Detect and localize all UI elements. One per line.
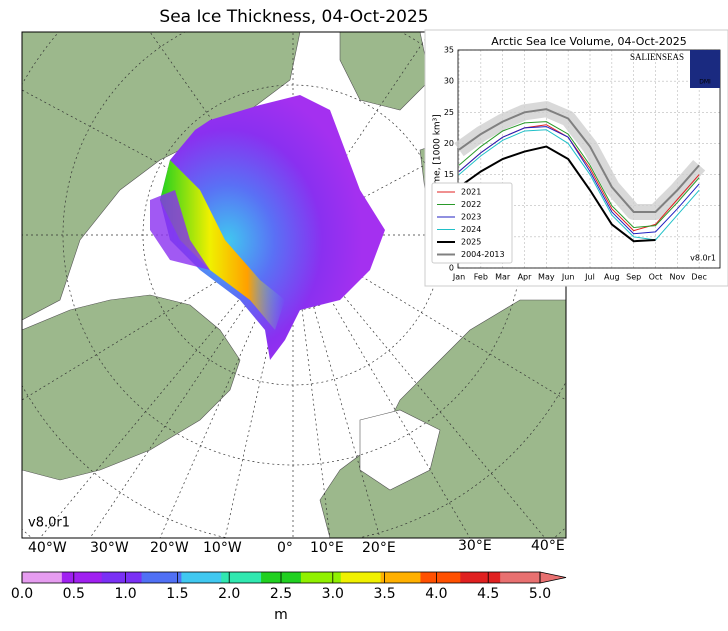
- lon-label: 10°E: [310, 540, 344, 556]
- colorbar-segment: [221, 572, 262, 583]
- y-tick-label: 30: [444, 77, 454, 86]
- colorbar-tick-label: 1.5: [166, 586, 188, 602]
- colorbar-tick-label: 5.0: [529, 586, 551, 602]
- x-tick-label: Jul: [584, 273, 595, 282]
- lon-label: 20°W: [150, 540, 189, 556]
- colorbar-tick-label: 0.5: [63, 586, 85, 602]
- y-tick-label: 25: [444, 108, 454, 117]
- x-tick-label: Jun: [561, 273, 575, 282]
- legend-label: 2021: [461, 188, 481, 197]
- logo-text: SALIENSEAS: [630, 52, 684, 62]
- plot-frame: [457, 49, 721, 269]
- lon-label: 0°: [277, 540, 293, 556]
- x-tick-label: Mar: [495, 273, 511, 282]
- colorbar-tick-label: 1.0: [114, 586, 136, 602]
- colorbar-segment: [61, 572, 103, 583]
- colorbar-tick-label: 3.0: [322, 586, 344, 602]
- inset-chart: Arctic Sea Ice Volume, 04-Oct-2025 Volum…: [424, 29, 728, 287]
- x-tick-label: Feb: [474, 273, 488, 282]
- colorbar-tick-label: 0.0: [11, 586, 33, 602]
- colorbar-segment: [460, 572, 501, 583]
- colorbar-tick-label: 3.5: [373, 586, 395, 602]
- legend-label: 2024: [461, 225, 481, 234]
- colorbar-segment: [181, 572, 222, 583]
- lon-label: 40°W: [28, 540, 67, 556]
- logo-text: DMI: [699, 79, 711, 86]
- legend-label: 2004-2013: [461, 250, 505, 259]
- y-axis-label: Volume, [1000 km³]: [433, 114, 443, 204]
- x-tick-label: Sep: [626, 273, 641, 282]
- y-tick-label: 0: [449, 264, 454, 273]
- logo-box: [690, 50, 720, 88]
- colorbar-segment: [300, 572, 342, 583]
- x-tick-label: May: [538, 273, 555, 282]
- x-tick-label: Apr: [518, 273, 533, 282]
- colorbar-segment: [380, 572, 421, 583]
- lon-label: 20°E: [362, 540, 396, 556]
- y-tick-label: 20: [444, 139, 454, 148]
- colorbar: 0.0 0.5 1.0 1.5 2.0 2.5 3.0 3.5 4.0 4.5 5.0: [11, 571, 567, 602]
- colorbar-tick-label: 4.5: [477, 586, 499, 602]
- x-tick-label: Oct: [649, 273, 663, 282]
- legend-label: 2022: [461, 200, 481, 209]
- colorbar-segment: [500, 572, 541, 583]
- lon-label: 40°E: [531, 538, 565, 554]
- x-tick-label: Nov: [670, 273, 686, 282]
- x-tick-label: Dec: [691, 273, 706, 282]
- colorbar-tick-label: 2.5: [270, 586, 292, 602]
- y-tick-label: 15: [444, 170, 454, 179]
- series-line: [458, 121, 700, 229]
- legend-label: 2023: [461, 213, 481, 222]
- lon-label: 30°W: [90, 540, 129, 556]
- inset-title: Arctic Sea Ice Volume, 04-Oct-2025: [491, 35, 686, 48]
- colorbar-segment: [22, 572, 63, 583]
- lon-label: 30°E: [458, 538, 492, 554]
- colorbar-segment: [141, 572, 182, 583]
- series-line: [458, 126, 700, 235]
- colorbar-segment: [101, 572, 143, 583]
- map-title: Sea Ice Thickness, 04-Oct-2025: [159, 7, 428, 27]
- legend-label: 2025: [461, 238, 481, 247]
- y-tick-label: 35: [444, 46, 454, 55]
- map-version: v8.0r1: [28, 516, 70, 531]
- lon-label: 10°W: [203, 540, 242, 556]
- colorbar-unit: m: [274, 607, 288, 623]
- colorbar-tick-label: 2.0: [218, 586, 240, 602]
- series-line: [458, 145, 656, 243]
- colorbar-tick-label: 4.0: [425, 586, 447, 602]
- inset-version: v8.0r1: [690, 254, 716, 263]
- colorbar-segment: [420, 572, 461, 583]
- series-line: [458, 129, 700, 241]
- x-tick-label: Aug: [604, 273, 620, 282]
- series-line: [458, 108, 700, 213]
- colorbar-extension: [539, 571, 567, 584]
- colorbar-segment: [340, 572, 382, 583]
- x-tick-label: Jan: [452, 273, 465, 282]
